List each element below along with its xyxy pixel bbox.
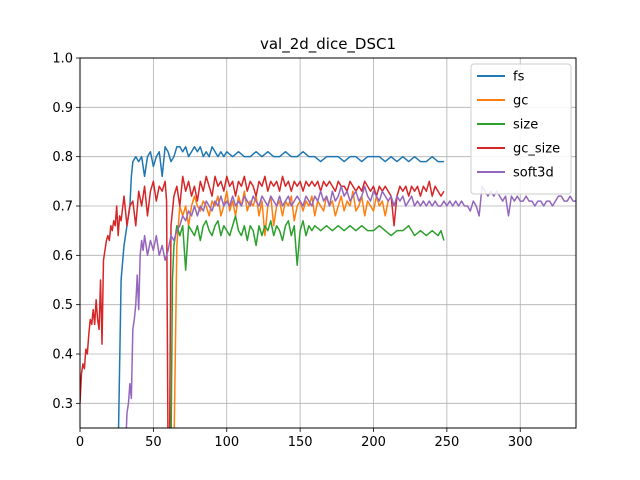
y-tick-label: 0.7 (52, 200, 73, 215)
chart-title: val_2d_dice_DSC1 (260, 35, 396, 54)
x-tick-label: 50 (145, 435, 162, 450)
grid (79, 57, 576, 428)
y-tick-label: 1.0 (52, 52, 73, 67)
y-tick-label: 0.6 (52, 249, 73, 264)
x-tick-label: 300 (508, 435, 533, 450)
y-tick-label: 0.3 (52, 397, 73, 412)
x-tick-label: 200 (361, 435, 386, 450)
plot-frame (79, 57, 577, 429)
series-line-gc_size (80, 175, 445, 428)
series-line-fs (117, 146, 444, 428)
x-tick-label: 100 (214, 435, 239, 450)
y-tick-label: 0.9 (52, 101, 73, 116)
legend-label-fs: fs (513, 70, 525, 85)
axis-ticks: 0 50 100 150 200 250 300 0.3 0.4 0.5 0.6 0.7 0.8 0.9 1… (52, 52, 532, 451)
legend-box (470, 63, 572, 195)
legend-label-gc_size: gc_size (513, 142, 560, 157)
series-lines (80, 146, 576, 428)
legend: fs gc size gc_size soft3d (470, 63, 572, 195)
series-line-gc (173, 190, 389, 428)
x-tick-label: 150 (288, 435, 313, 450)
legend-label-gc: gc (513, 94, 528, 109)
y-tick-label: 0.8 (52, 150, 73, 165)
y-tick-label: 0.4 (52, 348, 73, 363)
y-tick-label: 0.5 (52, 298, 73, 313)
x-tick-label: 0 (76, 435, 84, 450)
x-tick-label: 250 (434, 435, 459, 450)
series-line-size (170, 215, 445, 428)
legend-label-size: size (513, 118, 538, 133)
legend-label-soft3d: soft3d (513, 166, 554, 181)
